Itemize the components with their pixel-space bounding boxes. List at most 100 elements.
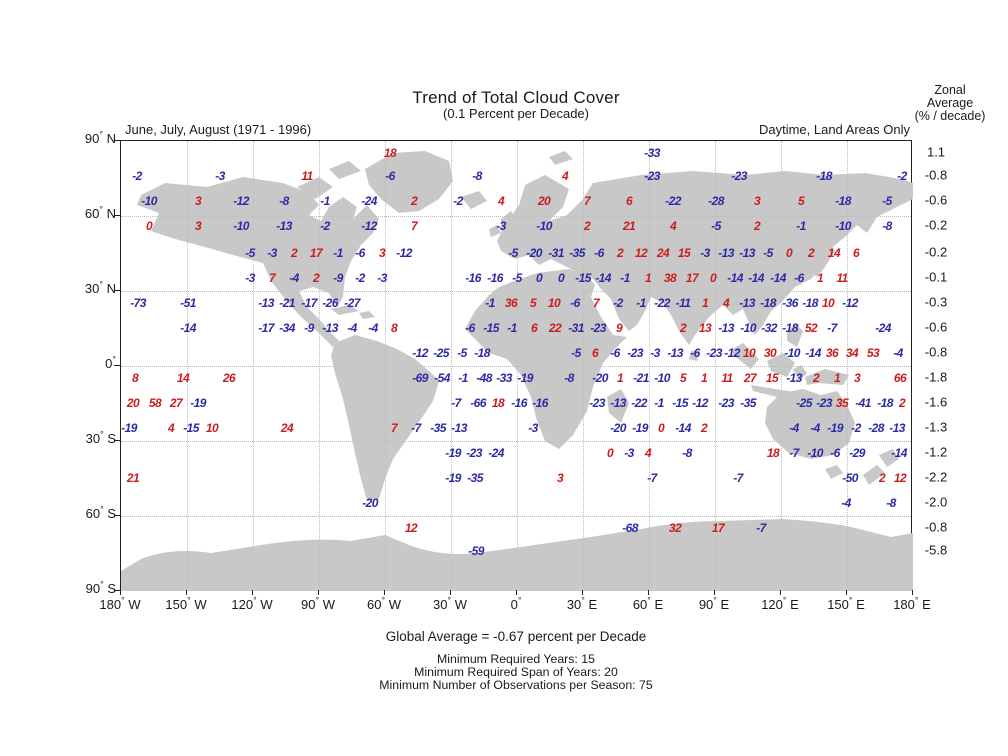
degree-symbol: ° bbox=[99, 129, 103, 140]
min-span-caption: Minimum Required Span of Years: 20 bbox=[414, 665, 618, 679]
trend-value: -3 bbox=[496, 219, 506, 233]
trend-value: -59 bbox=[468, 544, 484, 558]
trend-value: 18 bbox=[491, 396, 505, 410]
x-tick-label: 120° E bbox=[761, 595, 799, 612]
trend-value: 8 bbox=[131, 371, 139, 385]
trend-value: -1 bbox=[485, 296, 495, 310]
trend-value: 24 bbox=[656, 246, 670, 260]
land-new-zealand-south bbox=[863, 465, 885, 485]
trend-value: 1 bbox=[833, 371, 841, 385]
trend-value: 4 bbox=[561, 169, 569, 183]
trend-value: -5 bbox=[763, 246, 773, 260]
trend-value: -6 bbox=[830, 446, 840, 460]
trend-value: -8 bbox=[279, 194, 289, 208]
x-tick-label: 120° W bbox=[231, 595, 273, 612]
trend-value: -3 bbox=[528, 421, 538, 435]
trend-value: -24 bbox=[361, 194, 377, 208]
grid-line-vertical bbox=[319, 141, 320, 589]
trend-value: 0 bbox=[557, 271, 565, 285]
degree-symbol: ° bbox=[112, 354, 116, 365]
land-japan bbox=[809, 245, 835, 277]
trend-value: 2 bbox=[616, 246, 624, 260]
x-axis-tick bbox=[846, 590, 847, 595]
trend-value: -7 bbox=[789, 446, 799, 460]
zonal-average-value: -0.6 bbox=[924, 319, 948, 335]
trend-value: 11 bbox=[301, 169, 313, 183]
x-axis-tick bbox=[582, 590, 583, 595]
trend-value: 17 bbox=[309, 246, 323, 260]
trend-value: -14 bbox=[805, 346, 821, 360]
trend-value: 17 bbox=[685, 271, 699, 285]
trend-value: -12 bbox=[412, 346, 428, 360]
trend-value: -28 bbox=[868, 421, 884, 435]
trend-value: -8 bbox=[886, 496, 896, 510]
trend-value: -23 bbox=[589, 396, 605, 410]
trend-value: 1 bbox=[816, 271, 824, 285]
degree-symbol: ° bbox=[713, 595, 717, 606]
trend-value: 2 bbox=[898, 396, 906, 410]
trend-value: 27 bbox=[743, 371, 757, 385]
trend-value: -12 bbox=[361, 219, 377, 233]
coverage-caption: Daytime, Land Areas Only bbox=[758, 122, 910, 137]
trend-value: -69 bbox=[412, 371, 428, 385]
trend-value: -17 bbox=[301, 296, 317, 310]
trend-value: 52 bbox=[804, 321, 818, 335]
trend-value: -6 bbox=[794, 271, 804, 285]
trend-value: -25 bbox=[796, 396, 812, 410]
trend-value: 6 bbox=[530, 321, 538, 335]
trend-value: -5 bbox=[245, 246, 255, 260]
trend-value: -10 bbox=[807, 446, 823, 460]
degree-symbol: ° bbox=[315, 595, 320, 606]
trend-value: -4 bbox=[289, 271, 299, 285]
trend-value: 13 bbox=[698, 321, 712, 335]
trend-value: -25 bbox=[433, 346, 449, 360]
x-tick-label: 90° W bbox=[301, 595, 335, 612]
trend-value: 3 bbox=[378, 246, 386, 260]
trend-value: -23 bbox=[590, 321, 606, 335]
degree-symbol: ° bbox=[99, 204, 103, 215]
min-years-caption: Minimum Required Years: 15 bbox=[437, 652, 595, 666]
zonal-average-value: -0.1 bbox=[924, 269, 948, 285]
trend-value: 11 bbox=[836, 271, 848, 285]
trend-value: 4 bbox=[644, 446, 652, 460]
trend-value: 24 bbox=[280, 421, 294, 435]
trend-value: -1 bbox=[458, 371, 468, 385]
trend-value: 3 bbox=[194, 194, 202, 208]
trend-value: -6 bbox=[465, 321, 475, 335]
trend-value: 11 bbox=[721, 371, 733, 385]
trend-value: -27 bbox=[344, 296, 360, 310]
grid-line-horizontal bbox=[121, 291, 911, 292]
zonal-header-line3: (% / decade) bbox=[914, 109, 986, 123]
x-tick-label: 90° E bbox=[698, 595, 730, 612]
trend-value: -7 bbox=[451, 396, 461, 410]
grid-line-vertical bbox=[649, 141, 650, 589]
x-tick-label: 150° W bbox=[165, 595, 207, 612]
trend-value: -4 bbox=[810, 421, 820, 435]
trend-value: 30 bbox=[763, 346, 777, 360]
trend-value: -6 bbox=[690, 346, 700, 360]
trend-value: -7 bbox=[756, 521, 766, 535]
trend-value: -19 bbox=[827, 421, 843, 435]
trend-value: 26 bbox=[222, 371, 236, 385]
trend-value: -23 bbox=[718, 396, 734, 410]
trend-value: -19 bbox=[632, 421, 648, 435]
trend-value: -20 bbox=[610, 421, 626, 435]
y-tick-label: 90° S bbox=[85, 579, 116, 596]
degree-symbol: ° bbox=[381, 595, 386, 606]
trend-value: -20 bbox=[592, 371, 608, 385]
trend-value: 3 bbox=[853, 371, 861, 385]
grid-line-vertical bbox=[847, 141, 848, 589]
y-axis-tick bbox=[114, 365, 120, 366]
trend-value: -18 bbox=[802, 296, 818, 310]
trend-value: -4 bbox=[368, 321, 378, 335]
trend-value: 7 bbox=[268, 271, 276, 285]
trend-value: 58 bbox=[148, 396, 162, 410]
x-axis-tick bbox=[780, 590, 781, 595]
min-observations-caption: Minimum Number of Observations per Seaso… bbox=[379, 678, 653, 692]
trend-value: -10 bbox=[141, 194, 157, 208]
x-tick-label: 180° E bbox=[893, 595, 931, 612]
land-java bbox=[751, 385, 789, 399]
land-hispaniola bbox=[359, 311, 375, 319]
trend-value: 3 bbox=[753, 194, 761, 208]
trend-value: -18 bbox=[474, 346, 490, 360]
